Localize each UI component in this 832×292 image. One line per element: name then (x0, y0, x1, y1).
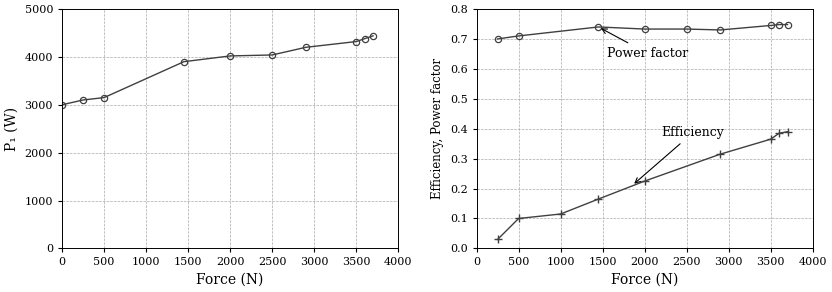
Text: Power factor: Power factor (602, 29, 688, 60)
Text: Efficiency: Efficiency (635, 126, 725, 183)
Y-axis label: Efficiency, Power factor: Efficiency, Power factor (431, 58, 444, 199)
X-axis label: Force (N): Force (N) (611, 273, 678, 287)
Y-axis label: P₁ (W): P₁ (W) (5, 107, 19, 151)
X-axis label: Force (N): Force (N) (196, 273, 264, 287)
